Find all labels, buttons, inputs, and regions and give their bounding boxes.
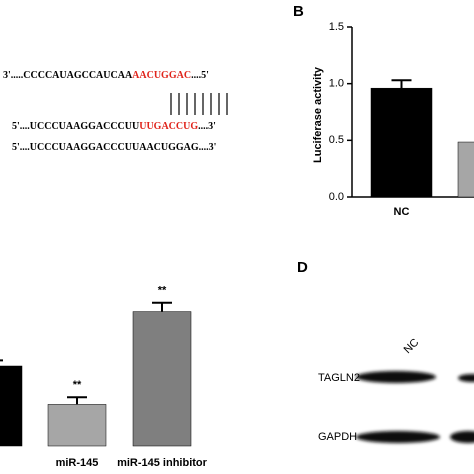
row-label: GAPDH bbox=[318, 431, 357, 443]
x-tick-label: miR-145 inhibitor bbox=[117, 457, 208, 469]
error-bar bbox=[67, 396, 87, 405]
sequence-part: 5'....UCCCUAAGGACCCUU bbox=[12, 121, 139, 132]
x-tick-label: NC bbox=[394, 206, 410, 218]
error-bar bbox=[391, 79, 412, 89]
bar bbox=[0, 365, 23, 447]
y-tick-label: 1.5 bbox=[329, 21, 344, 33]
row-label: TAGLN2 bbox=[318, 372, 360, 384]
significance: ** bbox=[158, 285, 167, 297]
sequence-part: UUGACCUG bbox=[139, 121, 198, 132]
bar bbox=[457, 141, 474, 198]
bar bbox=[47, 404, 107, 447]
sequence-part: ....3' bbox=[198, 121, 216, 132]
bar bbox=[132, 311, 192, 447]
significance: ** bbox=[73, 379, 82, 391]
blot-bands bbox=[356, 371, 474, 443]
sequence-part: AACUGGAC bbox=[132, 70, 191, 81]
y-axis-label: Luciferase activity bbox=[312, 66, 324, 163]
sequence-part: 5'....UCCCUAAGGACCCUUAACUGGAG....3' bbox=[12, 142, 217, 153]
sequence: 5'....UCCCUAAGGACCCUUUUGACCUG....3' bbox=[12, 121, 216, 132]
error-bar bbox=[0, 359, 3, 362]
pairing-lines bbox=[170, 93, 228, 115]
panel-label: B bbox=[293, 3, 304, 20]
sequence-part: 3'.....CCCCAUAGCCAUCAA bbox=[3, 70, 133, 81]
sequence: 3'.....CCCCAUAGCCAUCAAAACUGGAC....5' bbox=[3, 70, 209, 81]
lane-label: NC bbox=[402, 336, 422, 356]
sequence: 5'....UCCCUAAGGACCCUUAACUGGAG....3' bbox=[12, 142, 217, 153]
sequence-part: ....5' bbox=[191, 70, 209, 81]
y-tick-label: 0.0 bbox=[329, 191, 344, 203]
y-tick-label: 0.5 bbox=[329, 134, 344, 146]
y-tick-label: 1.0 bbox=[329, 78, 344, 90]
panel-label: D bbox=[297, 259, 308, 276]
x-tick-label: miR-145 bbox=[56, 457, 99, 469]
error-bar bbox=[152, 301, 172, 312]
bar bbox=[370, 87, 433, 198]
